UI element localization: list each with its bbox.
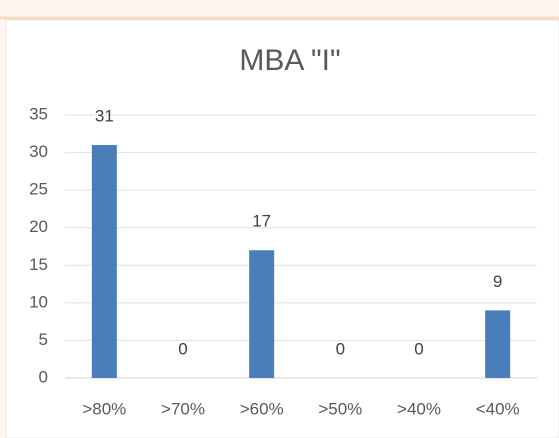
x-tick-label: <40% <box>476 399 520 418</box>
y-tick-label: 15 <box>29 255 48 274</box>
chart-area <box>5 19 559 438</box>
y-tick-label: 0 <box>39 367 48 386</box>
x-tick-label: >70% <box>161 399 205 418</box>
data-label: 0 <box>178 339 187 358</box>
y-tick-label: 20 <box>29 217 48 236</box>
x-tick-label: >80% <box>82 399 126 418</box>
chart-title: MBA "I" <box>239 44 340 77</box>
x-tick-label: >60% <box>240 399 284 418</box>
y-tick-label: 35 <box>29 104 48 123</box>
x-tick-label: >50% <box>318 399 362 418</box>
y-tick-label: 30 <box>29 142 48 161</box>
bar <box>249 250 275 378</box>
bar <box>485 310 511 378</box>
data-label: 0 <box>336 339 345 358</box>
y-tick-label: 5 <box>39 330 48 349</box>
y-tick-label: 25 <box>29 180 48 199</box>
data-label: 0 <box>414 339 423 358</box>
bar <box>91 145 117 378</box>
data-label: 17 <box>252 212 271 231</box>
x-tick-label: >40% <box>397 399 441 418</box>
data-label: 9 <box>493 272 502 291</box>
data-label: 31 <box>95 107 114 126</box>
y-tick-label: 10 <box>29 292 48 311</box>
